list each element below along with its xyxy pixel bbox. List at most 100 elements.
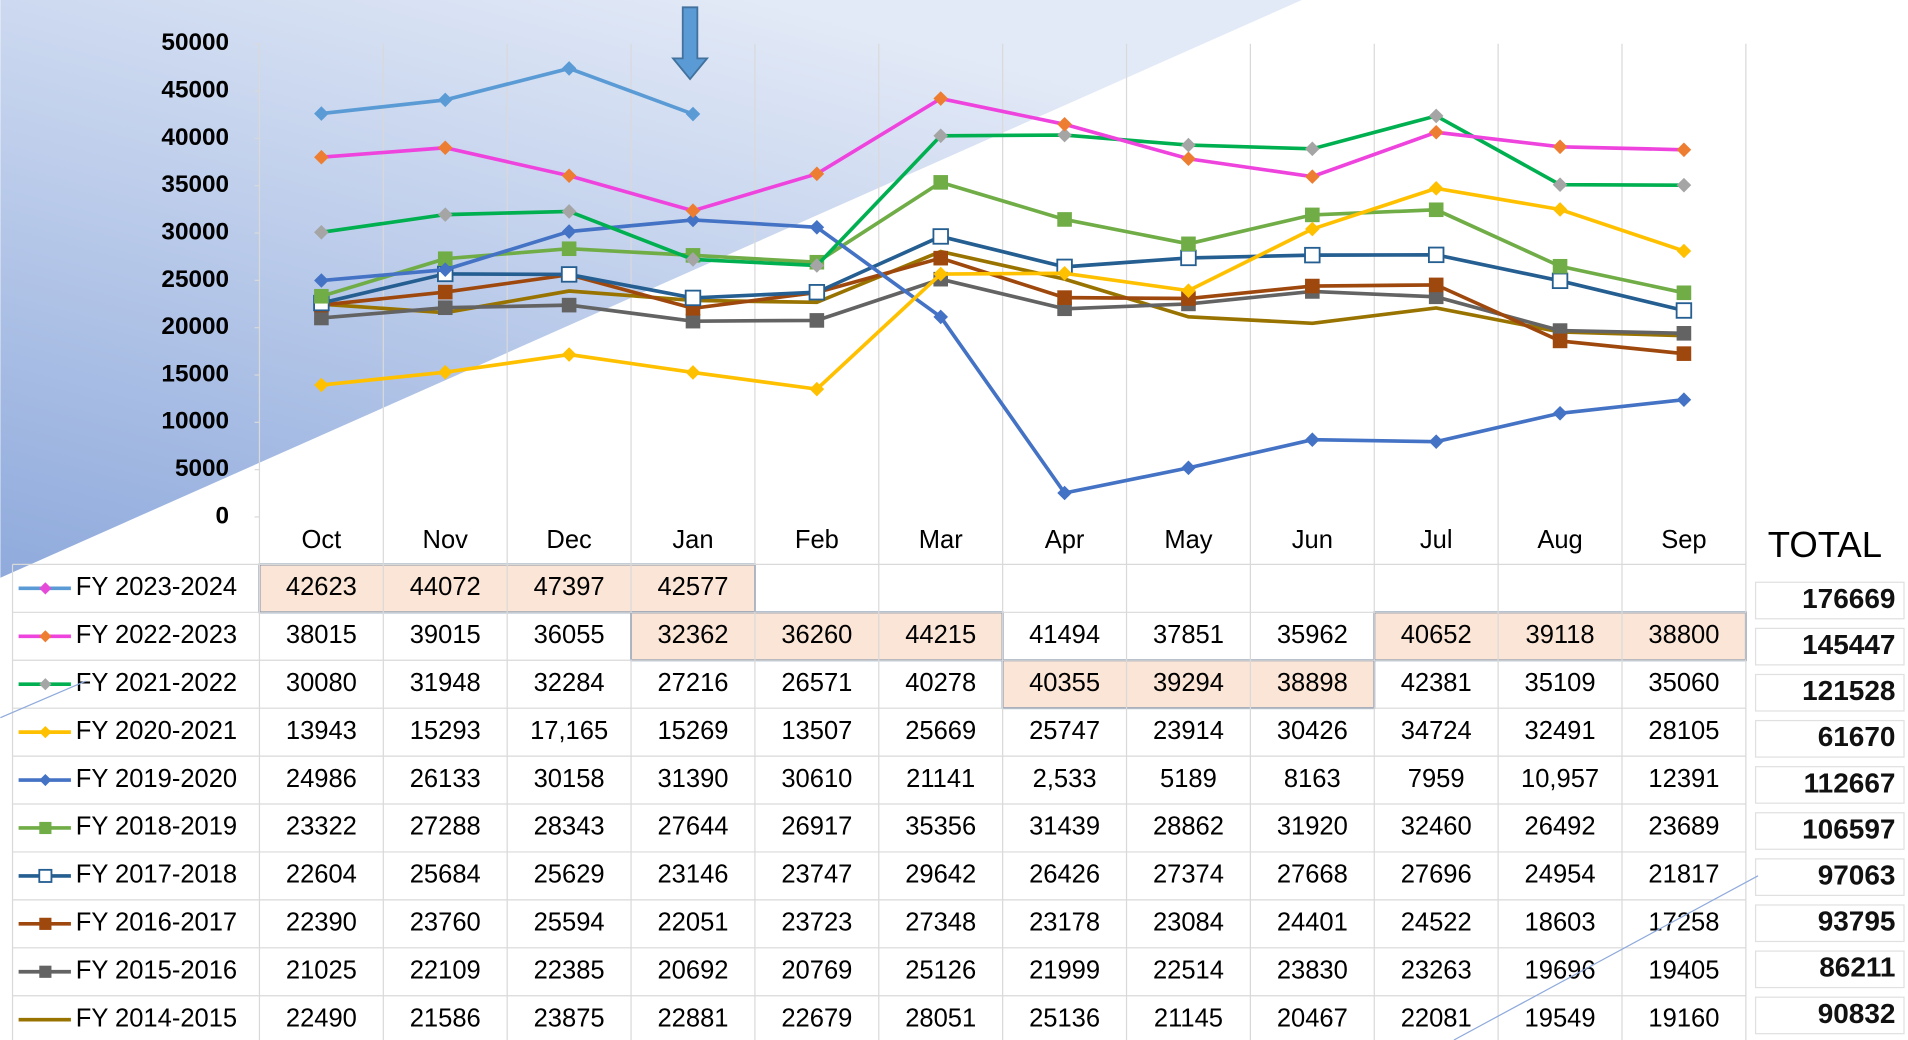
marker: [1057, 485, 1072, 501]
total-cell: [1754, 904, 1905, 943]
marker: [933, 91, 949, 106]
marker: [809, 258, 825, 273]
table-cell: 22390: [286, 909, 357, 937]
table-cell: 19160: [1648, 1004, 1719, 1032]
table-cell: 27216: [657, 669, 728, 697]
table-cell: 25747: [1029, 717, 1100, 745]
marker: [1305, 432, 1320, 448]
total-cell: [1754, 950, 1905, 989]
marker: [1552, 333, 1568, 349]
total-value: 112667: [1804, 767, 1896, 798]
marker: [932, 228, 949, 245]
marker: [314, 106, 329, 121]
marker: [314, 288, 329, 304]
table-cell: 7959: [1408, 765, 1465, 793]
table-cell: 28051: [905, 1004, 976, 1032]
marker: [437, 251, 453, 267]
marker: [1428, 289, 1444, 305]
total-cell: [1754, 627, 1905, 666]
table-cell: 22490: [286, 1004, 357, 1032]
table-cell: 27644: [657, 813, 728, 841]
table-cell: 13507: [781, 717, 852, 745]
marker: [1305, 221, 1320, 237]
table-cell: 31390: [657, 765, 728, 793]
table-cell: 47397: [534, 573, 605, 601]
x-tick-label: Dec: [546, 526, 592, 554]
table-cell: 17,165: [530, 717, 608, 745]
marker: [1428, 434, 1444, 449]
table-cell: 19405: [1648, 957, 1719, 985]
table-cell: 2,533: [1033, 765, 1097, 793]
marker: [1428, 202, 1444, 218]
x-tick-label: Mar: [919, 526, 963, 554]
legend-label: FY 2023-2024: [76, 573, 237, 601]
table-cell: 42623: [286, 573, 357, 601]
marker: [39, 582, 52, 595]
marker: [1057, 266, 1072, 281]
marker: [1057, 127, 1072, 143]
table-cell: 21141: [906, 765, 975, 793]
total-cell: [1754, 719, 1905, 758]
table-cell: 25669: [905, 717, 976, 745]
table-cell: 22604: [286, 861, 357, 889]
marker: [809, 313, 825, 328]
legend-label: FY 2021-2022: [76, 669, 237, 697]
total-cell: [1754, 996, 1905, 1035]
table-cell: 18603: [1525, 909, 1596, 937]
table-cell: 30610: [781, 765, 852, 793]
table-cell: 21999: [1029, 957, 1100, 985]
table-cell: 44215: [905, 621, 976, 649]
marker: [314, 310, 329, 326]
marker: [1551, 272, 1569, 290]
table-cell: 15269: [657, 717, 728, 745]
series-line: [321, 218, 1685, 496]
total-value: 86211: [1819, 952, 1895, 983]
marker: [437, 207, 453, 222]
legend-label: FY 2017-2018: [76, 861, 237, 889]
legend-label: FY 2022-2023: [76, 621, 237, 649]
table-cell: 38800: [1648, 621, 1719, 649]
marker: [933, 250, 949, 266]
table-cell: 30158: [534, 765, 605, 793]
marker: [1057, 212, 1072, 227]
table-cell: 29642: [905, 861, 976, 889]
marker: [561, 297, 577, 313]
table-cell: 32491: [1525, 717, 1596, 745]
table-cell: 25684: [410, 861, 481, 889]
table-cell: 22881: [657, 1004, 728, 1032]
x-tick-label: Jan: [672, 526, 713, 554]
table-cell: 23084: [1153, 909, 1224, 937]
y-tick-label: 10000: [161, 408, 229, 435]
total-value: 90832: [1818, 998, 1896, 1029]
table-cell: 22514: [1153, 957, 1224, 985]
plot: [313, 61, 1693, 501]
marker: [39, 917, 52, 930]
y-tick-label: 20000: [161, 313, 229, 340]
legend-label: FY 2018-2019: [76, 813, 237, 841]
marker: [39, 678, 52, 691]
table-cell: 42577: [657, 573, 728, 601]
table-cell: 36260: [781, 621, 852, 649]
marker: [437, 300, 453, 316]
y-tick-label: 5000: [175, 455, 229, 482]
table-cell: 22109: [410, 957, 481, 985]
legend-label: FY 2015-2016: [76, 957, 237, 985]
total-cell: [1754, 858, 1905, 896]
table-cell: 23747: [781, 861, 852, 889]
table-cell: 34724: [1401, 717, 1472, 745]
table-cell: 31439: [1029, 813, 1100, 841]
table-cell: 28105: [1648, 717, 1719, 745]
marker: [1428, 124, 1444, 140]
table-cell: 8163: [1284, 765, 1341, 793]
marker: [1181, 283, 1196, 298]
table-cell: 21025: [286, 957, 357, 985]
table-cell: 35060: [1648, 669, 1719, 697]
marker: [933, 266, 949, 282]
series-line: [321, 249, 1684, 338]
table-cell: 22679: [781, 1004, 852, 1032]
marker: [437, 364, 453, 380]
table-cell: 25629: [534, 861, 605, 889]
series-line: [321, 113, 1684, 268]
x-tick-label: Feb: [795, 526, 839, 554]
marker: [933, 309, 949, 325]
